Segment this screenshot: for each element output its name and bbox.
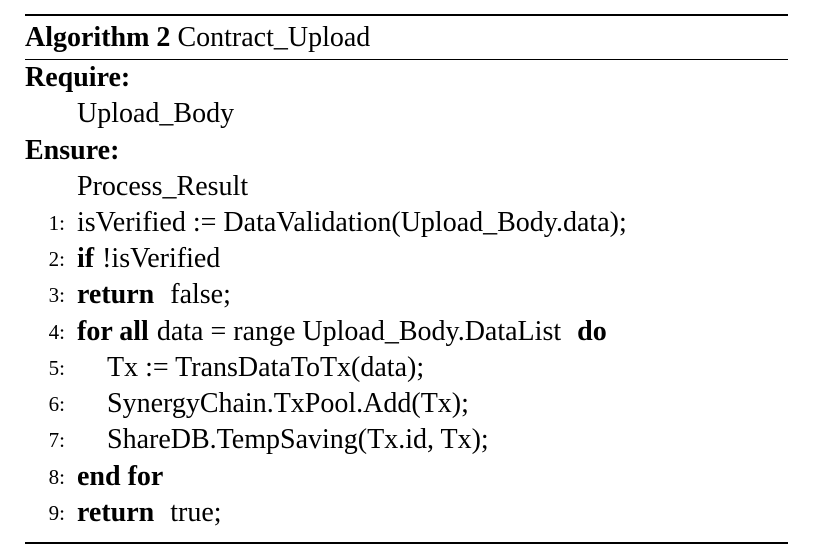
line-content: return true; bbox=[77, 495, 222, 531]
keyword-return: return bbox=[77, 279, 155, 310]
bottom-rule bbox=[25, 542, 788, 544]
line-text: Tx := TransDataToTx(data); bbox=[107, 352, 425, 383]
keyword-return: return bbox=[77, 497, 155, 528]
keyword-do: do bbox=[577, 316, 607, 347]
line-number: 6: bbox=[48, 392, 65, 416]
ensure-value: Process_Result bbox=[77, 171, 249, 202]
require-value: Upload_Body bbox=[77, 98, 235, 129]
line-text: isVerified := DataValidation(Upload_Body… bbox=[77, 207, 627, 238]
line-number: 5: bbox=[48, 356, 65, 380]
title-rule bbox=[25, 59, 788, 60]
algorithm-title: Algorithm 2 Contract_Upload bbox=[25, 22, 370, 54]
line-number: 9: bbox=[48, 501, 65, 525]
line-text: data = range Upload_Body.DataList bbox=[156, 316, 562, 347]
keyword-if: if bbox=[77, 243, 95, 274]
line-number: 7: bbox=[48, 428, 65, 452]
line-content: if !isVerified bbox=[77, 241, 220, 277]
line-number: 8: bbox=[48, 465, 65, 489]
line-number: 2: bbox=[48, 247, 65, 271]
keyword-end-for: end for bbox=[77, 461, 164, 492]
line-text: true; bbox=[170, 497, 222, 528]
line-number: 3: bbox=[48, 283, 65, 307]
top-rule bbox=[25, 14, 788, 16]
require-label: Require: bbox=[25, 62, 131, 93]
line-text: ShareDB.TempSaving(Tx.id, Tx); bbox=[107, 424, 489, 455]
line-number: 1: bbox=[48, 211, 65, 235]
algorithm-block: Algorithm 2 Contract_Upload Require: Upl… bbox=[25, 14, 788, 544]
line-content: return false; bbox=[77, 277, 231, 313]
line-text: !isVerified bbox=[102, 243, 221, 274]
keyword-for-all: for all bbox=[77, 316, 149, 347]
line-content: for all data = range Upload_Body.DataList… bbox=[77, 314, 607, 350]
algorithm-label: Algorithm 2 bbox=[25, 22, 171, 53]
ensure-label: Ensure: bbox=[25, 135, 120, 166]
line-number: 4: bbox=[48, 320, 65, 344]
line-text: SynergyChain.TxPool.Add(Tx); bbox=[107, 388, 469, 419]
algorithm-name: Contract_Upload bbox=[177, 22, 371, 53]
line-text: false; bbox=[170, 279, 231, 310]
